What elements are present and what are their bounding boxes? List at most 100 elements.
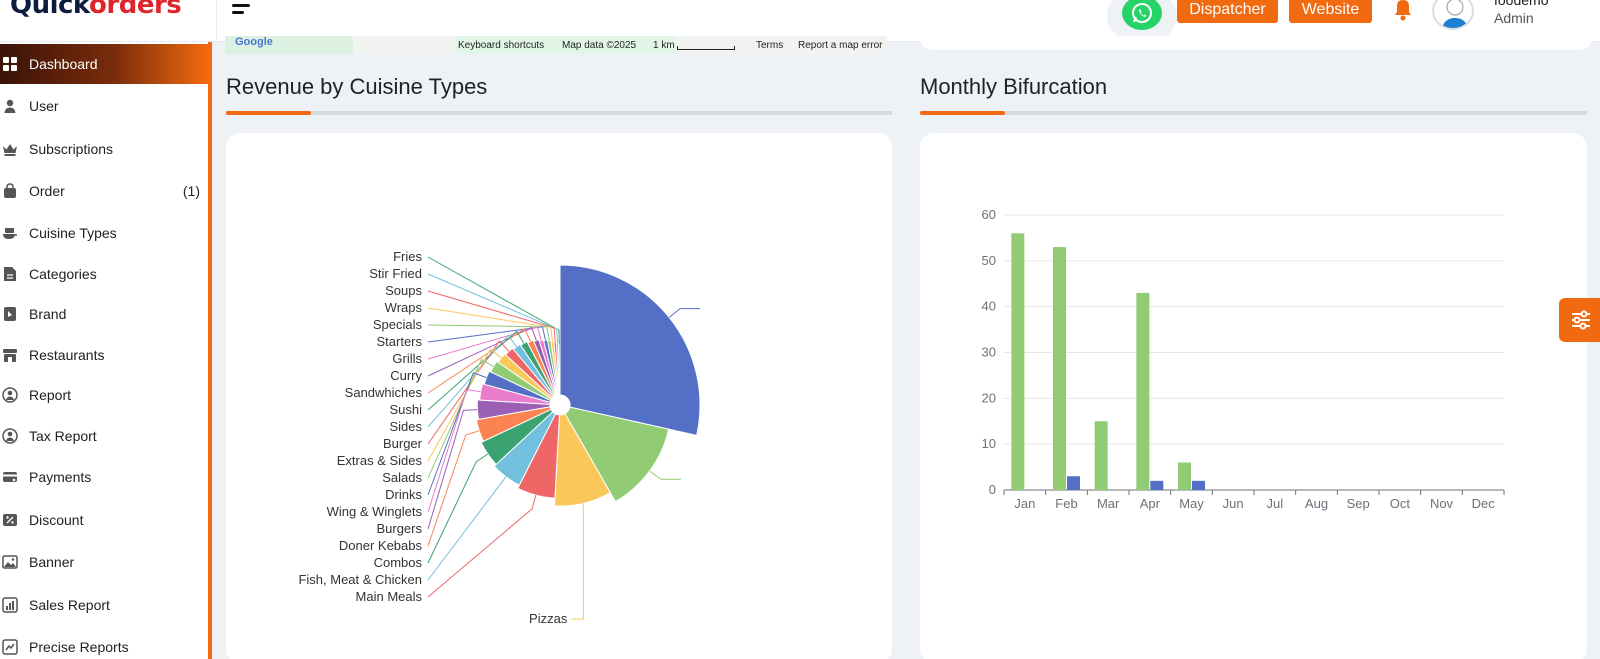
pie-leader-line: [427, 334, 517, 428]
sliders-icon: [1572, 310, 1590, 330]
pie-slice[interactable]: [497, 353, 554, 401]
pie-leader-line: [427, 256, 560, 345]
pie-slice-label: Sides: [389, 419, 422, 434]
sidebar-item-restaurants[interactable]: Restaurants: [0, 335, 208, 375]
monthly-bar-chart: 0 10 20 30 40 50 60 Jan Feb Mar Apr May Jun Jul Aug Sep…: [982, 207, 1505, 511]
sidebar-item-order[interactable]: Order (1): [0, 171, 208, 211]
pie-slice-label: Combos: [374, 555, 423, 570]
pie-slice[interactable]: [533, 339, 558, 397]
pie-slice-label: Sandwhiches: [345, 385, 423, 400]
map-terms-link[interactable]: Terms: [756, 40, 784, 51]
map-data-attribution: Map data ©2025: [562, 40, 637, 51]
sidebar-item-cuisine-types[interactable]: Cuisine Types: [0, 213, 208, 253]
pie-leader-line: [427, 326, 537, 377]
pie-slice[interactable]: [517, 413, 560, 499]
sidebar-item-categories[interactable]: Categories: [0, 254, 208, 294]
pie-leader-line: [427, 388, 481, 513]
crown-icon: [0, 141, 28, 157]
sidebar-item-banner[interactable]: Banner: [0, 542, 208, 582]
website-button[interactable]: Website: [1289, 0, 1372, 23]
pie-leader-line: [427, 330, 525, 411]
card-icon: [0, 469, 28, 485]
sidebar-item-label: Report: [29, 387, 72, 403]
y-tick-label: 10: [982, 436, 996, 451]
pie-slice[interactable]: [526, 339, 557, 397]
sidebar-item-label: Precise Reports: [29, 639, 129, 655]
pie-slice[interactable]: [483, 370, 552, 403]
pie-slice-label: Burgers: [376, 521, 422, 536]
x-tick-label: Aug: [1305, 496, 1328, 511]
pie-slice[interactable]: [504, 347, 555, 399]
sidebar-item-subscriptions[interactable]: Subscriptions: [0, 129, 208, 169]
pie-slice-label: Drinks: [385, 487, 422, 502]
y-tick-label: 60: [982, 207, 996, 222]
dispatcher-button[interactable]: Dispatcher: [1177, 0, 1278, 23]
sidebar-item-label: Tax Report: [29, 428, 97, 444]
bar[interactable]: [1192, 480, 1205, 490]
sidebar-item-dashboard[interactable]: Dashboard: [0, 44, 208, 84]
pie-slice[interactable]: [553, 412, 611, 507]
precise-icon: [0, 639, 28, 655]
pie-slice[interactable]: [557, 343, 561, 396]
pie-slice-label: Fish, Meat & Chicken: [298, 572, 422, 587]
store-icon: [0, 347, 28, 363]
bar[interactable]: [1094, 421, 1108, 490]
tag-icon: [0, 306, 28, 322]
menu-toggle-icon[interactable]: [232, 4, 254, 20]
app-logo[interactable]: Quickorders: [10, 0, 182, 20]
pie-slice-label: Wraps: [385, 300, 423, 315]
pie-slice[interactable]: [489, 360, 553, 402]
pie-leader-line: [649, 470, 681, 480]
sidebar-item-discount[interactable]: Discount: [0, 500, 208, 540]
pie-slice[interactable]: [476, 399, 551, 420]
pie-slice-label: Soups: [385, 283, 422, 298]
sidebar-item-payments[interactable]: Payments: [0, 457, 208, 497]
pie-leader-line: [427, 324, 550, 341]
pie-leader-line: [427, 307, 553, 342]
pie-slice[interactable]: [475, 406, 552, 443]
x-tick-label: Dec: [1472, 496, 1496, 511]
bar[interactable]: [1178, 462, 1191, 491]
sidebar-item-tax-report[interactable]: Tax Report: [0, 416, 208, 456]
sidebar-item-report[interactable]: Report: [0, 375, 208, 415]
sidebar-item-brand[interactable]: Brand: [0, 294, 208, 334]
map-scale-label: 1 km: [653, 40, 675, 51]
whatsapp-icon: [1122, 0, 1162, 30]
sidebar-item-label: Cuisine Types: [29, 225, 117, 241]
map-keyboard-shortcuts-link[interactable]: Keyboard shortcuts: [458, 40, 545, 51]
pie-slice-label: Curry: [390, 368, 422, 383]
pie-slice[interactable]: [564, 406, 670, 503]
map-scale-bar: [677, 46, 735, 50]
sidebar-item-label: Banner: [29, 554, 75, 570]
pie-slice[interactable]: [493, 411, 557, 486]
dish-icon: [0, 225, 28, 241]
order-count-badge: (1): [182, 183, 200, 199]
bar[interactable]: [1067, 476, 1080, 490]
pie-slice[interactable]: [520, 340, 557, 398]
bar[interactable]: [1136, 292, 1150, 490]
map-widget[interactable]: Google Keyboard shortcuts Map data ©2025…: [225, 36, 887, 54]
x-tick-label: Jun: [1223, 496, 1244, 511]
pie-slice[interactable]: [559, 264, 701, 437]
bell-icon[interactable]: [1390, 0, 1416, 22]
bar[interactable]: [1053, 247, 1066, 490]
pie-slice[interactable]: [512, 343, 556, 399]
avatar[interactable]: [1432, 0, 1474, 30]
pie-leader-line: [571, 503, 584, 620]
sidebar-item-precise-reports[interactable]: Precise Reports: [0, 627, 208, 659]
pie-slice[interactable]: [480, 408, 554, 466]
y-tick-label: 50: [982, 253, 996, 268]
bar[interactable]: [1011, 233, 1025, 490]
sidebar-item-sales-report[interactable]: Sales Report: [0, 585, 208, 625]
sidebar-item-label: Subscriptions: [29, 141, 114, 157]
bar[interactable]: [1150, 480, 1164, 490]
settings-sliders-button[interactable]: [1559, 298, 1600, 342]
pie-leader-line: [427, 348, 502, 462]
revenue-chart-card: Fries Stir Fried Soups Wraps Specials Starter…: [226, 133, 892, 659]
sidebar-item-user[interactable]: User: [0, 86, 208, 126]
x-tick-label: Mar: [1097, 496, 1120, 511]
pie-slice[interactable]: [479, 383, 551, 405]
map-report-error-link[interactable]: Report a map error: [798, 40, 883, 51]
sidebar-item-label: Order: [29, 183, 65, 199]
x-tick-label: Sep: [1347, 496, 1370, 511]
